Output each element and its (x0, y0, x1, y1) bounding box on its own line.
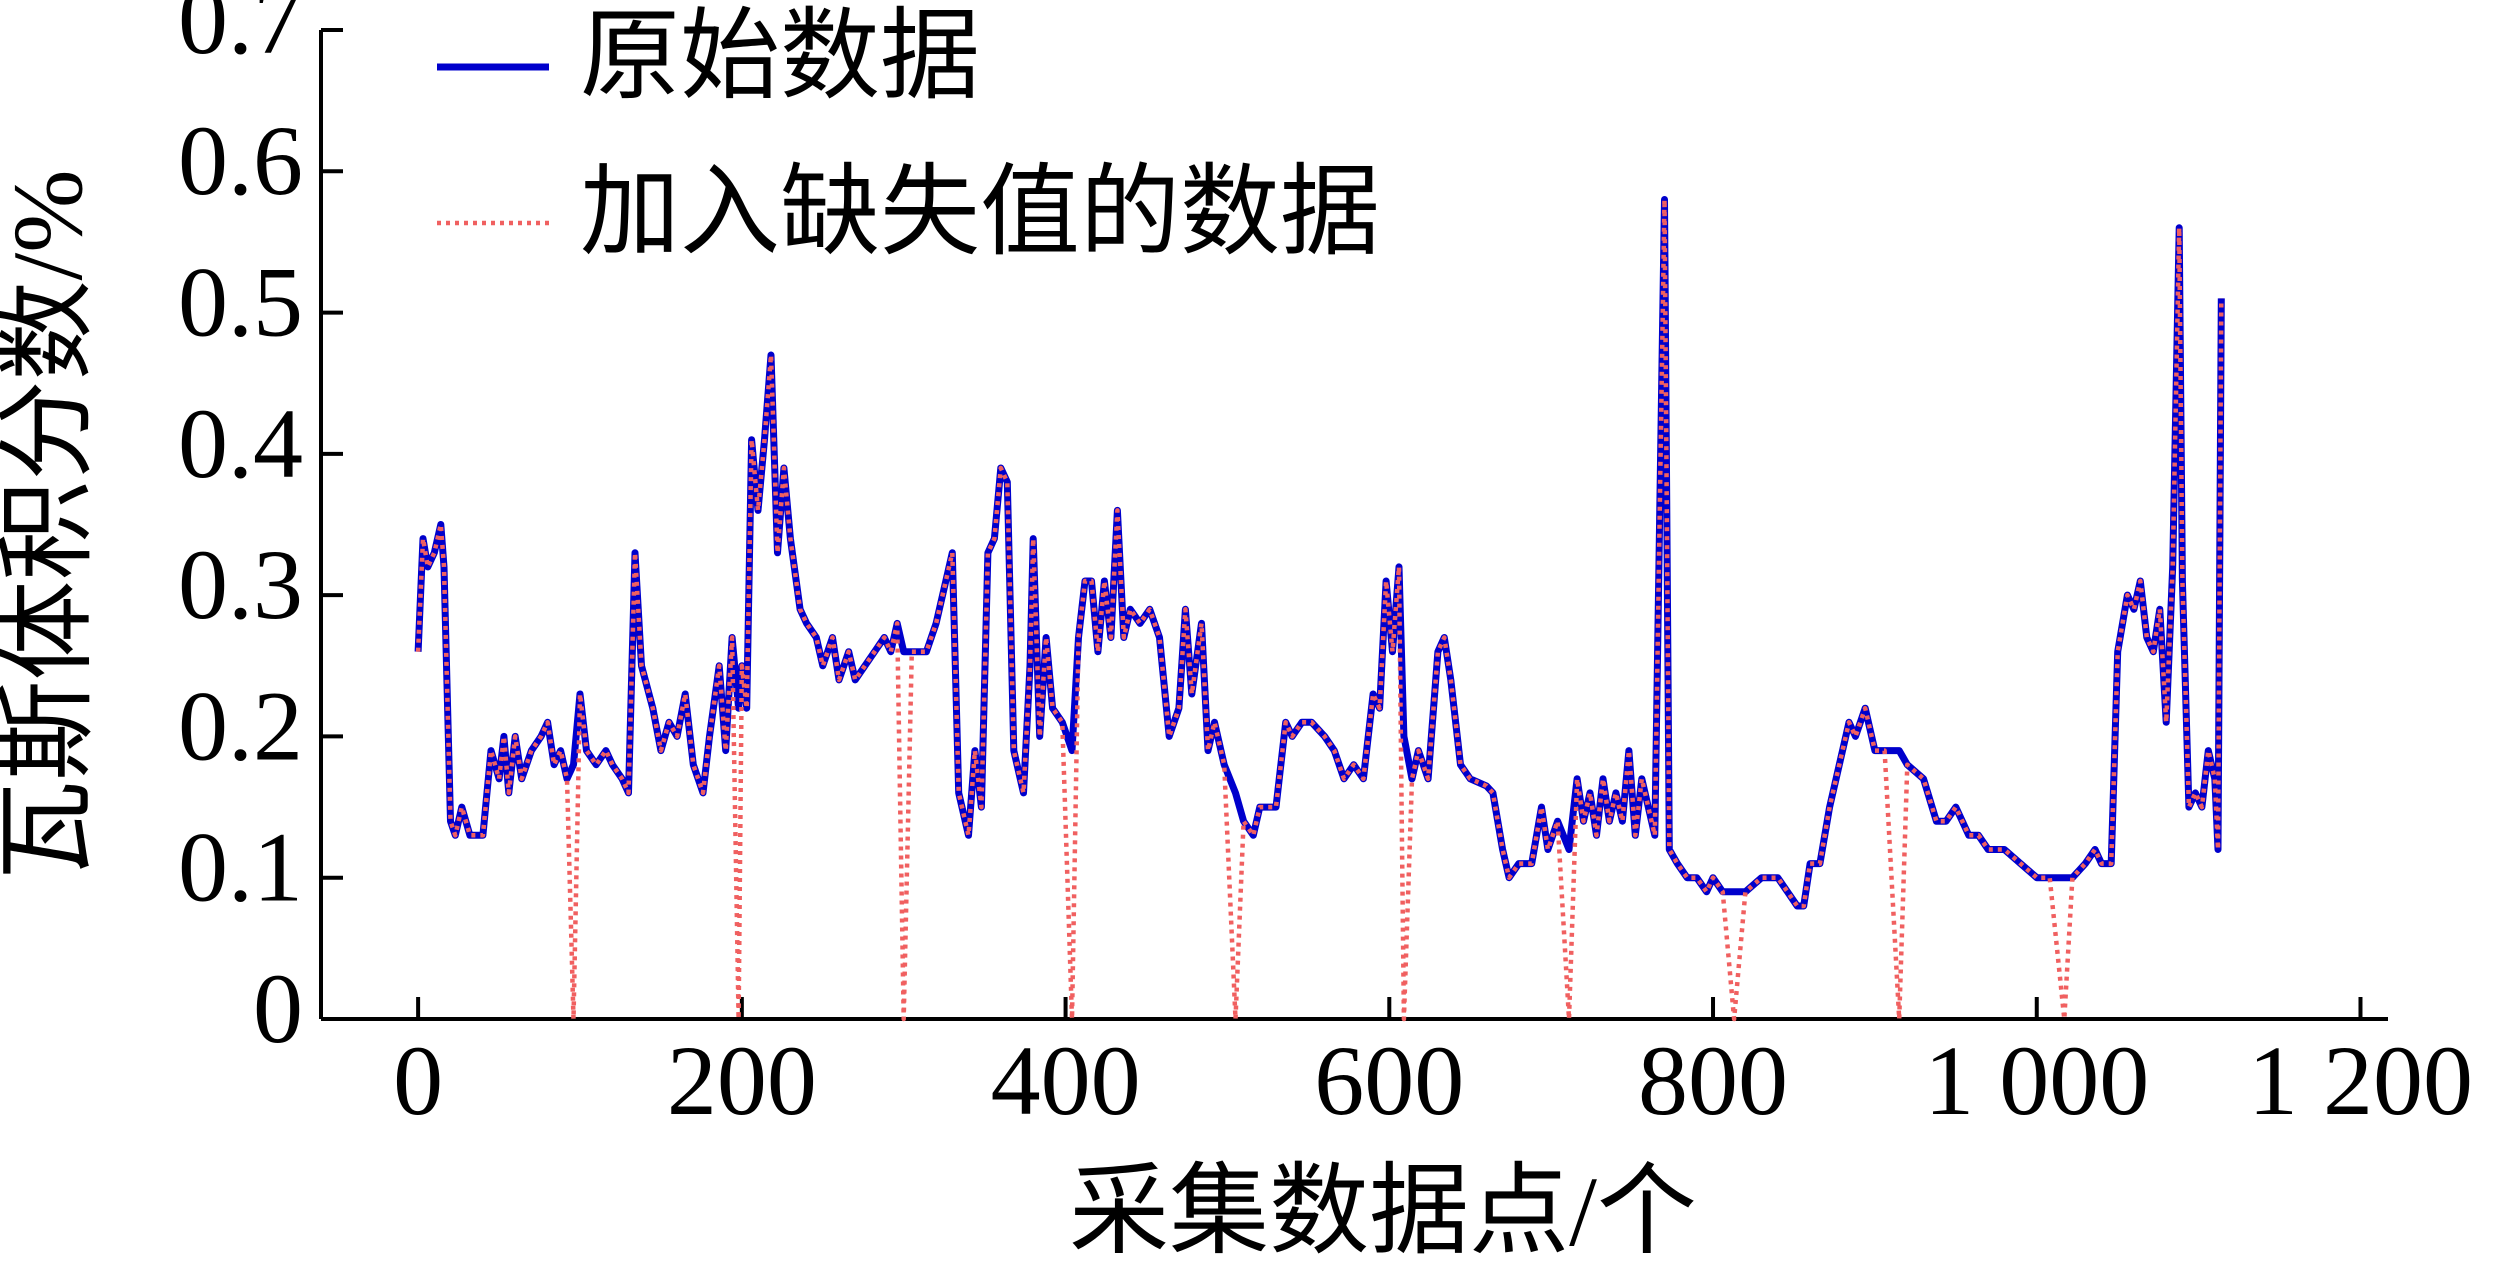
y-tick-label: 0.6 (178, 105, 303, 216)
x-tick-label: 400 (991, 1025, 1141, 1136)
legend-label: 原始数据 (580, 1, 980, 112)
legend-label: 加入缺失值的数据 (580, 157, 1380, 268)
y-tick-label: 0 (253, 953, 303, 1064)
x-tick-label: 0 (393, 1025, 443, 1136)
x-axis-label: 采集数据点/个 (1069, 1156, 1697, 1267)
y-tick-label: 0.7 (178, 0, 303, 75)
y-tick-label: 0.3 (178, 529, 303, 640)
series-line (414, 196, 2225, 910)
y-tick-label: 0.5 (178, 247, 303, 358)
x-tick-label: 200 (667, 1025, 817, 1136)
x-tick-label: 1 200 (2248, 1025, 2473, 1136)
y-tick-label: 0.2 (178, 670, 303, 781)
y-tick-label: 0.4 (178, 388, 303, 499)
x-tick-label: 600 (1314, 1025, 1464, 1136)
x-tick-label: 800 (1638, 1025, 1788, 1136)
series-line (415, 197, 2224, 1022)
y-axis-label: 瓦斯体积分数/% (0, 169, 103, 880)
x-tick-label: 1 000 (1924, 1025, 2149, 1136)
y-tick-label: 0.1 (178, 812, 303, 923)
